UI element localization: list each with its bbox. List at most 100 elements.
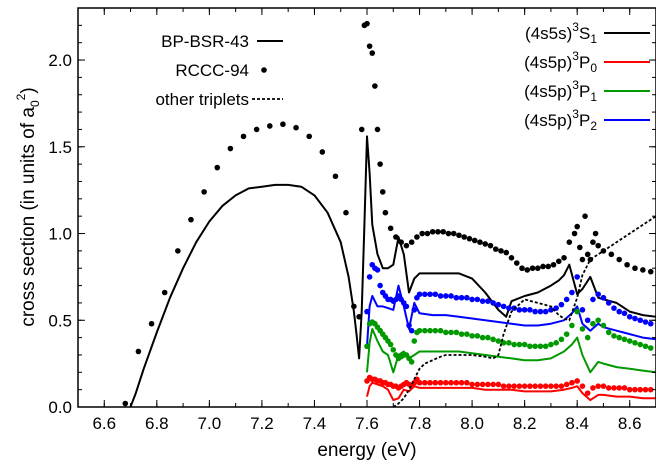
data-point [600, 383, 607, 389]
data-point [485, 381, 491, 388]
data-point [474, 333, 481, 339]
data-point [621, 336, 628, 343]
data-point [521, 383, 528, 389]
x-tick-label: 8.4 [565, 414, 589, 433]
data-point [537, 308, 544, 315]
data-point [632, 340, 638, 346]
data-point [561, 255, 567, 261]
data-point [456, 232, 462, 239]
data-point [577, 244, 583, 251]
legend-state-label: (4s5s)3S1 [525, 20, 597, 46]
data-point [563, 296, 570, 303]
data-point [621, 385, 628, 391]
data-point [579, 256, 586, 263]
data-point [621, 310, 628, 317]
data-point [595, 383, 601, 389]
data-point [511, 383, 517, 389]
data-point [626, 386, 633, 393]
x-tick-label: 7.0 [198, 414, 222, 433]
data-point [495, 338, 502, 344]
data-point [319, 149, 326, 155]
data-point [390, 346, 397, 353]
data-point [529, 265, 536, 272]
y-tick-label: 0.5 [48, 311, 72, 330]
data-point [408, 327, 415, 334]
x-tick-label: 8.0 [460, 414, 484, 433]
data-point [548, 383, 554, 389]
data-point [495, 381, 502, 388]
data-point [485, 334, 491, 341]
data-point [427, 291, 433, 298]
data-point [485, 298, 491, 304]
legend-state-label: (4s5p)3P0 [524, 49, 597, 75]
data-point [387, 225, 394, 232]
data-point [506, 305, 512, 311]
data-point [490, 381, 496, 388]
data-point [600, 322, 607, 329]
data-point [616, 385, 623, 391]
data-point [479, 298, 486, 304]
series-layer [122, 20, 656, 407]
data-point [584, 334, 591, 341]
legend-states: (4s5s)3S1 (4s5p)3P0 (4s5p)3P1 (4s5p)3P2 [524, 20, 650, 133]
data-point [437, 327, 444, 334]
x-tick-label: 7.6 [355, 414, 379, 433]
data-point [227, 145, 234, 152]
data-point [516, 383, 523, 389]
data-point [440, 228, 446, 235]
data-point [471, 237, 478, 244]
data-point [637, 317, 644, 324]
data-point [637, 386, 644, 393]
data-point [469, 381, 475, 388]
legend-method-label: other triplets [155, 90, 249, 109]
data-point [574, 223, 580, 230]
data-point [122, 400, 129, 407]
axes-layer: 6.6 6.8 7.0 7.2 7.4 7.6 7.8 8.0 8.2 8.4 8.6 0.0 0.5 1… [48, 7, 656, 433]
data-point [616, 334, 623, 341]
x-tick-label: 8.6 [618, 414, 642, 433]
data-point [590, 320, 596, 327]
data-point [461, 234, 468, 240]
data-point [500, 303, 507, 310]
data-point [537, 343, 544, 350]
data-point [569, 379, 575, 386]
data-point [555, 258, 562, 265]
data-point [508, 255, 515, 261]
data-point [366, 274, 373, 280]
series-line [366, 381, 656, 402]
data-point [579, 383, 586, 389]
data-point [372, 83, 378, 89]
data-point [647, 320, 654, 327]
data-point [374, 126, 381, 133]
data-point [519, 265, 525, 272]
data-point [563, 381, 570, 388]
data-point [495, 301, 502, 308]
data-point [532, 383, 538, 389]
data-point [558, 336, 565, 343]
data-point [595, 242, 601, 249]
data-point [608, 251, 615, 258]
data-point [414, 234, 420, 240]
data-point [448, 293, 454, 299]
data-point [427, 327, 433, 334]
data-point [574, 274, 580, 280]
data-point [550, 261, 557, 268]
data-point [416, 327, 423, 334]
legend-method-swatch [261, 67, 267, 73]
data-point [592, 230, 599, 237]
data-point [498, 248, 504, 254]
data-point [482, 241, 489, 247]
data-point [377, 161, 383, 167]
data-point [356, 313, 362, 320]
data-point [411, 307, 418, 313]
x-tick-label: 7.2 [250, 414, 274, 433]
data-point [637, 341, 644, 348]
y-axis-title-sub: 0 [28, 100, 42, 107]
data-point [429, 228, 436, 235]
data-point [521, 307, 528, 313]
data-point [466, 235, 473, 242]
data-point [626, 313, 633, 320]
data-point [306, 133, 313, 140]
data-point [453, 379, 460, 386]
x-tick-label: 6.8 [145, 414, 169, 433]
